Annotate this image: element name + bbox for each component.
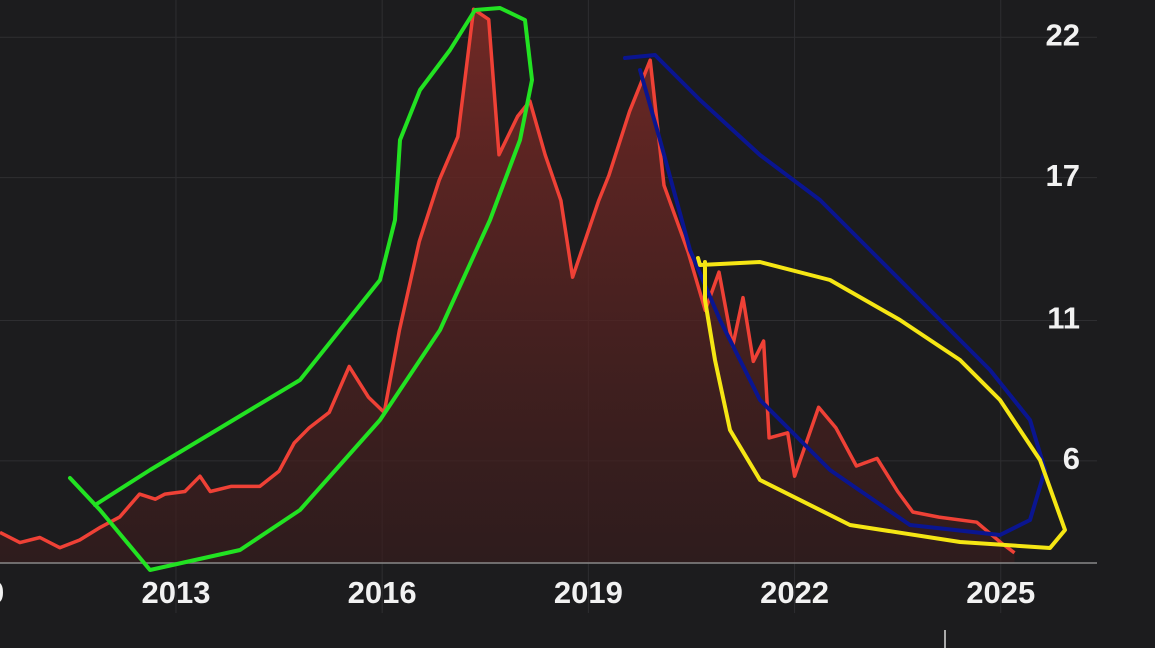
axes: 6 11 17 22 2010 2013 2016 2019 2022 2025: [0, 17, 1097, 610]
x-tick-label: 2025: [966, 575, 1035, 610]
x-tick-label: 2010: [0, 575, 4, 610]
x-tick-label: 2022: [760, 575, 829, 610]
x-tick-label: 2019: [554, 575, 623, 610]
annotations: [68, 6, 1067, 572]
x-tick-label: 2013: [141, 575, 210, 610]
y-tick-label: 22: [1046, 17, 1080, 52]
line: [0, 7, 1016, 555]
area: [0, 9, 1015, 563]
y-tick-label: 17: [1046, 158, 1080, 193]
yellow-annotation: [696, 256, 1067, 550]
y-tick-label: 6: [1063, 441, 1080, 476]
green-annotation: [68, 6, 534, 572]
y-tick-label: 11: [1047, 301, 1080, 336]
plot: [0, 7, 1016, 563]
x-tick-label: 2016: [348, 575, 417, 610]
